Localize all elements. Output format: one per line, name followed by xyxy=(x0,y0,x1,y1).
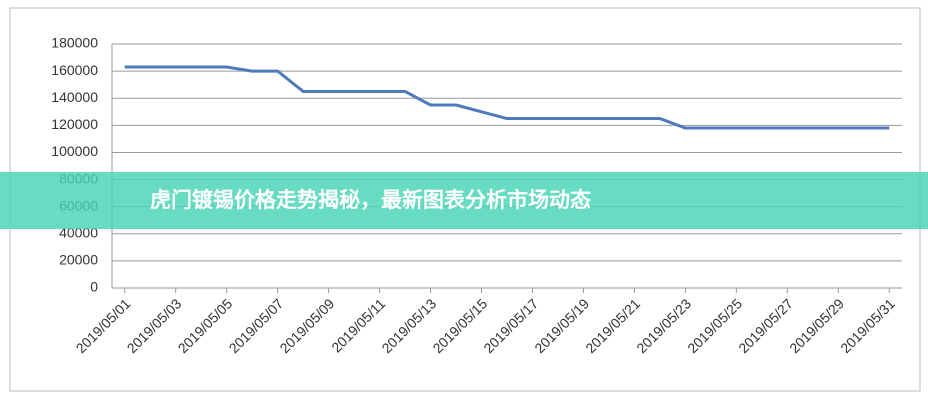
banner-title: 虎门镀锡价格走势揭秘，最新图表分析市场动态 xyxy=(150,188,591,212)
data-line xyxy=(124,65,890,130)
y-tick-label: 0 xyxy=(90,279,98,295)
y-tick-label: 100000 xyxy=(51,143,98,159)
y-tick-label: 160000 xyxy=(51,62,98,78)
y-tick-label: 20000 xyxy=(59,252,98,268)
y-tick-label: 140000 xyxy=(51,89,98,105)
banner-band xyxy=(0,172,928,229)
y-tick-label: 180000 xyxy=(51,35,98,51)
y-tick-label: 120000 xyxy=(51,116,98,132)
